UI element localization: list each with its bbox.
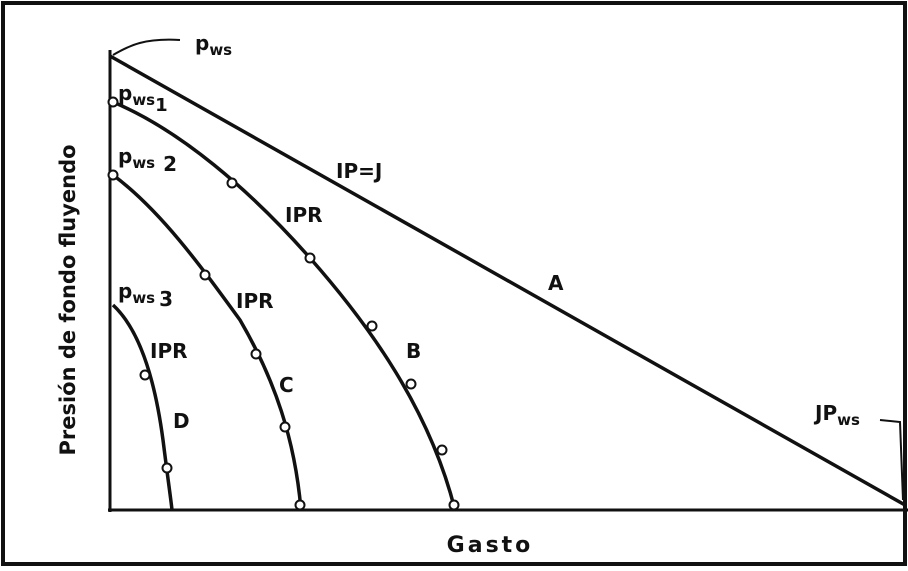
point: [199, 269, 211, 281]
point: [279, 421, 291, 433]
curve-d: [111, 303, 174, 511]
label-text: p: [195, 31, 209, 55]
label-ipr-b: IPR: [285, 203, 323, 227]
label-text: p: [118, 81, 132, 105]
point: [304, 252, 316, 264]
point: [107, 96, 119, 108]
x-axis-label: Gasto: [447, 533, 534, 558]
curve-c: [111, 173, 303, 511]
label-index: 3: [159, 287, 173, 311]
label-sub: ws: [132, 91, 155, 109]
label-index: 2: [163, 152, 177, 176]
label-sub: ws: [132, 289, 155, 307]
point: [250, 348, 262, 360]
label-index: 1: [155, 95, 168, 116]
point: [436, 444, 448, 456]
label-sub: ws: [132, 154, 155, 172]
label-jpws: JPws: [813, 401, 860, 429]
point: [366, 320, 378, 332]
label-pws1: pws1: [118, 81, 168, 116]
leader-jpws: [879, 419, 904, 501]
point: [161, 462, 173, 474]
point: [139, 369, 151, 381]
point: [448, 499, 460, 511]
leader-pws: [112, 38, 181, 56]
curve-points: [107, 96, 460, 511]
point: [405, 378, 417, 390]
point: [294, 499, 306, 511]
label-d: D: [173, 409, 190, 433]
point: [226, 177, 238, 189]
label-ipr-c: IPR: [236, 289, 274, 313]
label-sub: ws: [837, 411, 860, 429]
label-text: p: [118, 279, 132, 303]
label-pws: pws: [195, 31, 232, 59]
y-axis-label: Presión de fondo fluyendo: [56, 144, 80, 455]
label-text: JP: [813, 401, 837, 425]
label-ipr-d: IPR: [150, 339, 188, 363]
label-text: p: [118, 144, 132, 168]
label-pws3: pws 3: [118, 279, 173, 311]
label-a: A: [548, 271, 564, 295]
label-ip-j: IP=J: [336, 159, 382, 183]
point: [107, 169, 119, 181]
label-c: C: [279, 373, 294, 397]
label-sub: ws: [209, 41, 232, 59]
line-a: [109, 54, 906, 507]
label-pws2: pws 2: [118, 144, 177, 176]
label-b: B: [406, 339, 421, 363]
